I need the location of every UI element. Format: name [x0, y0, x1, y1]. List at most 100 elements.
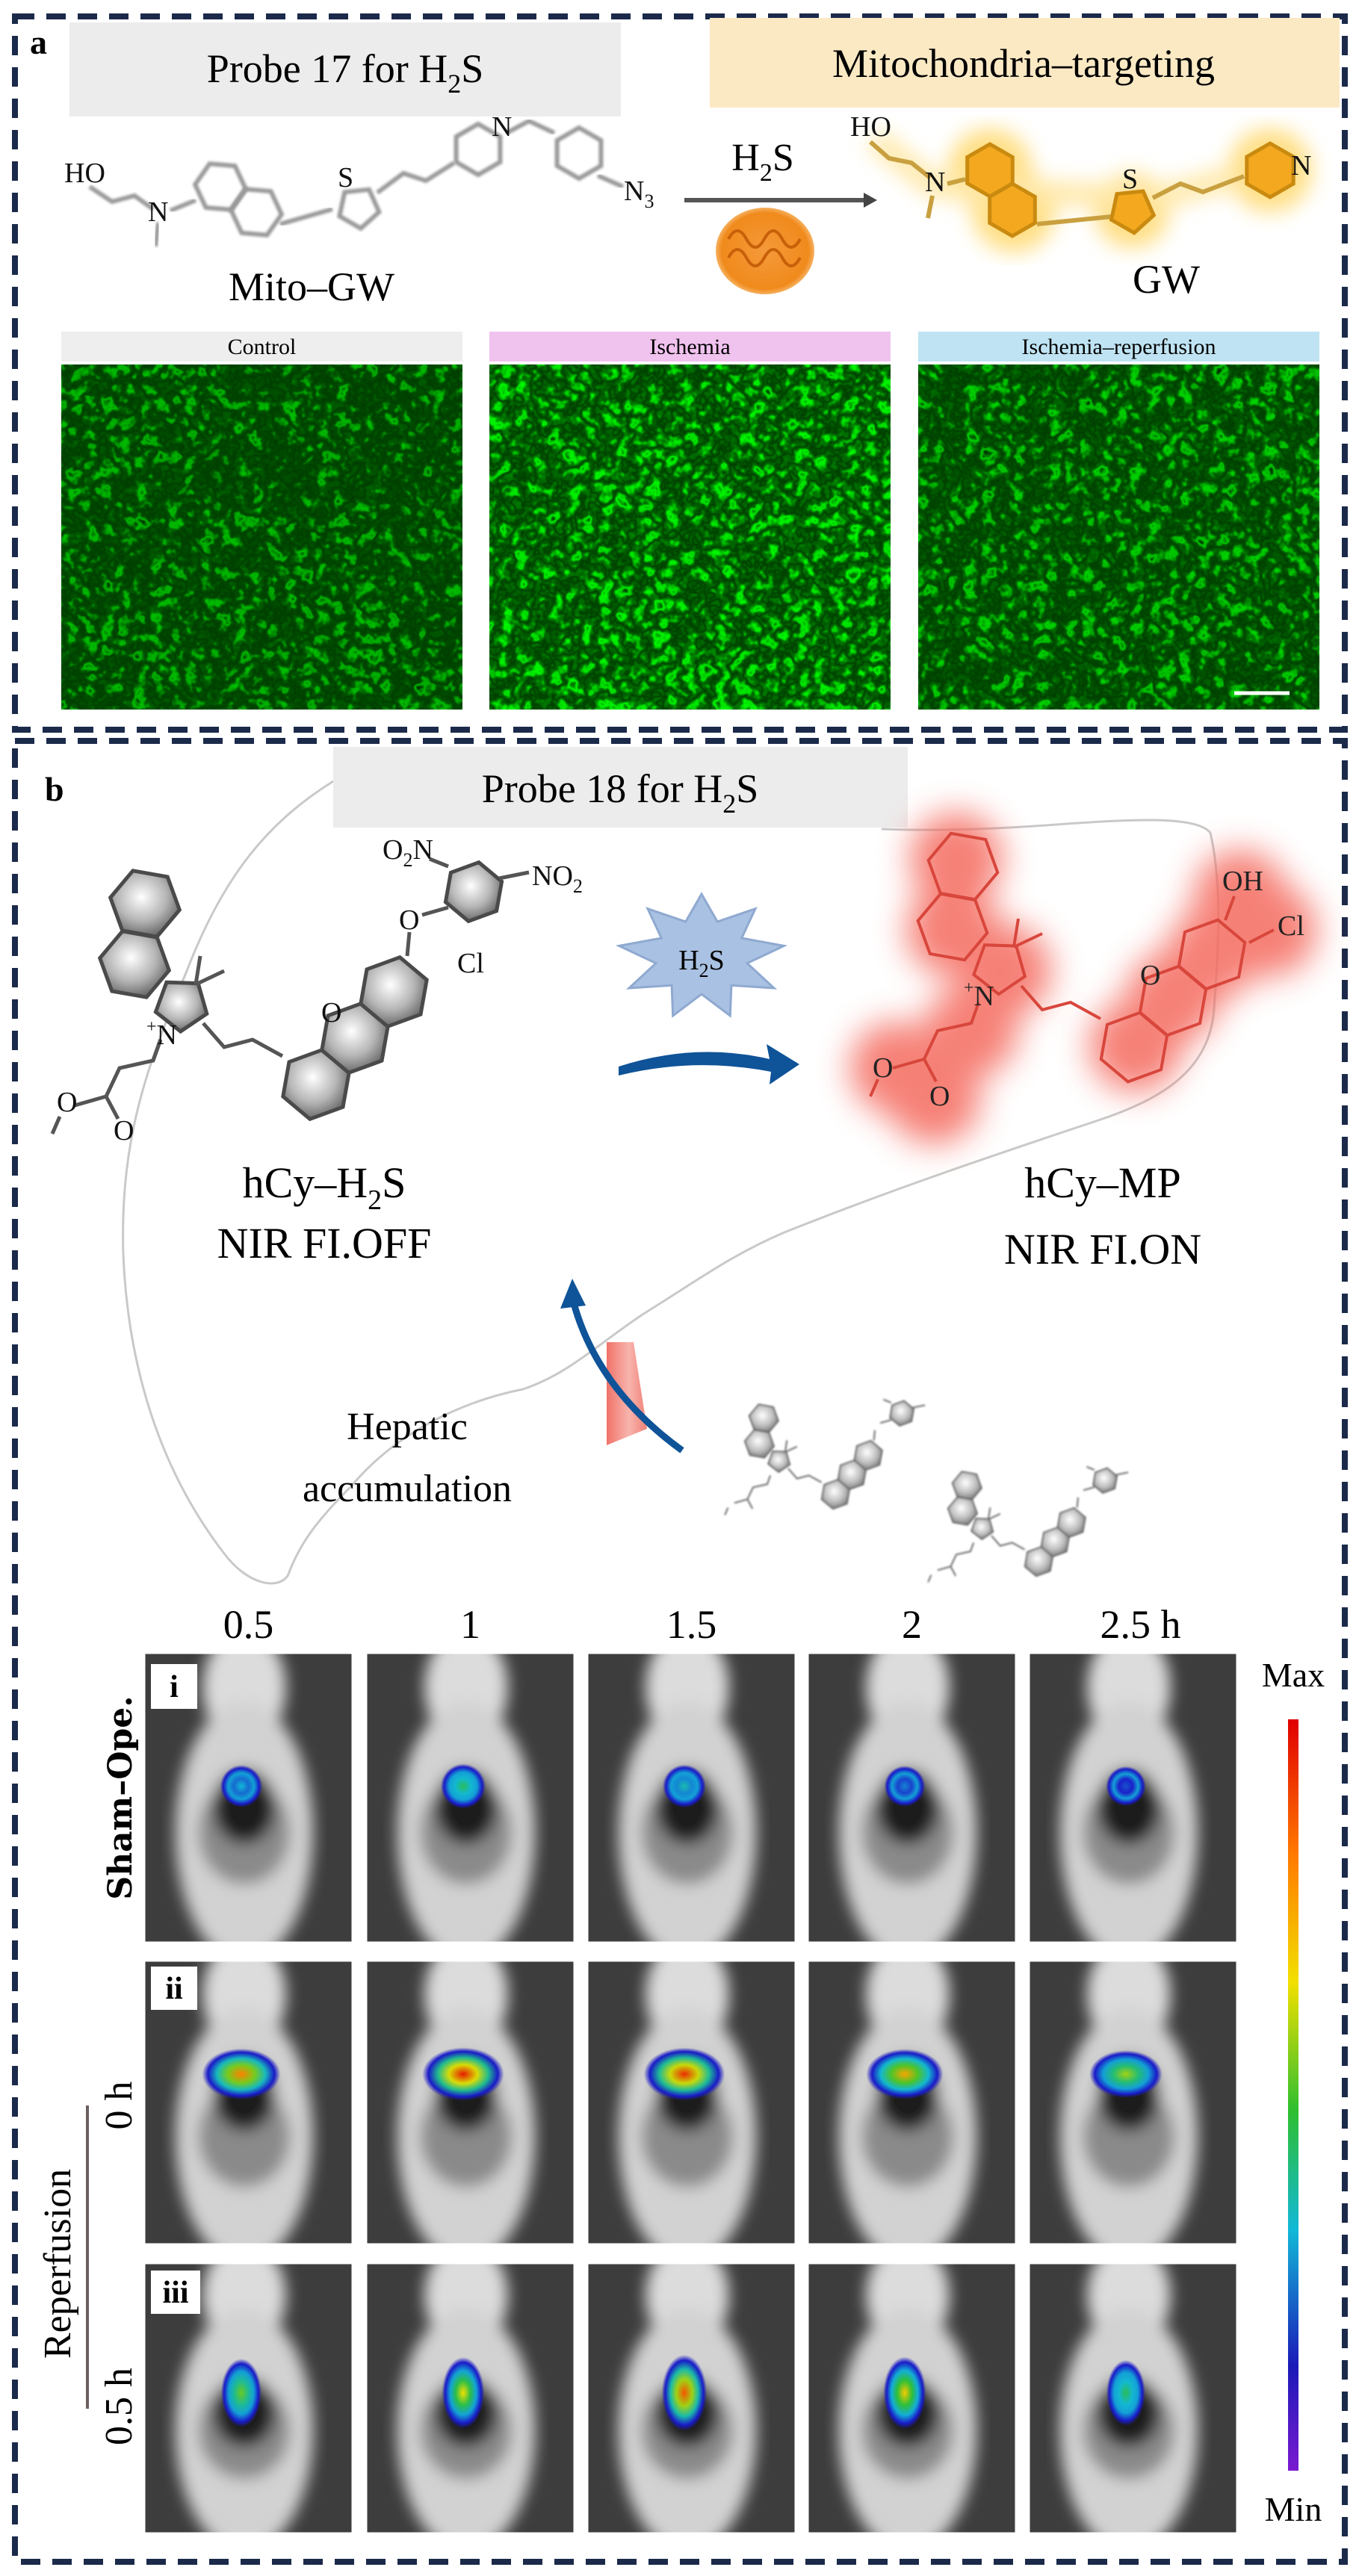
benzene-ring — [554, 125, 604, 181]
mouse-image — [1029, 1961, 1237, 2244]
atom-o-ether: O — [399, 904, 419, 936]
roman-label-box — [151, 1967, 197, 2010]
bond — [1013, 932, 1043, 949]
bond — [194, 955, 202, 985]
sham-operation-label: Sham–Ope. — [102, 1695, 140, 1899]
h2s-trigger-label: H2S — [678, 945, 725, 981]
reagent-h2s: H2S — [731, 137, 793, 187]
mouse-image — [1029, 1653, 1237, 1943]
indole-ring — [767, 1450, 791, 1474]
micrograph-3: Ischemia–reperfusion — [918, 332, 1319, 710]
bond — [784, 1445, 798, 1453]
bond — [950, 1542, 975, 1567]
fluorescence-signal — [661, 2354, 708, 2431]
probe-18-title-box — [333, 747, 908, 828]
atom-cl: Cl — [1278, 910, 1304, 942]
bond — [879, 1419, 892, 1424]
hcy-mp-atom-labels: +N O O O OH Cl — [873, 866, 1304, 1112]
micrograph-1: Control — [61, 332, 462, 710]
mitochondria-targeting-label: Mitochondria–targeting — [832, 41, 1215, 86]
intensity-colorbar — [1288, 1719, 1298, 2471]
benzo-ring — [743, 1429, 776, 1459]
mouse-image — [587, 1961, 796, 2244]
hcy-h2s-structure — [50, 857, 530, 1135]
row-label-iii: iii — [162, 2276, 188, 2310]
bond — [869, 140, 932, 180]
micrograph-label-bar — [61, 332, 462, 361]
bond — [988, 1512, 1001, 1521]
probe-17-title-box — [69, 22, 621, 117]
micrograph-label-bar — [489, 332, 891, 361]
hepatic-uptake-arrowhead — [560, 1279, 586, 1309]
hcy-h2s-status: NIR FI.OFF — [217, 1219, 432, 1267]
bond — [927, 1574, 932, 1583]
bond — [892, 1058, 925, 1070]
bond — [784, 1440, 788, 1453]
colorbar-max-label: Max — [1262, 1656, 1325, 1694]
thiophene-ring — [1109, 189, 1157, 235]
bond — [104, 1039, 163, 1098]
bond — [88, 184, 155, 211]
glow-blob — [1224, 884, 1316, 976]
atom-o-ester: O — [57, 1087, 77, 1118]
bond — [376, 161, 456, 195]
bond — [926, 195, 935, 219]
atom-o-xanthene: O — [321, 997, 341, 1028]
panel-label-b: b — [45, 770, 64, 808]
fluorescence-signal — [422, 2047, 504, 2101]
benzo-ring — [748, 1403, 779, 1433]
bond — [429, 857, 449, 869]
bond — [202, 1022, 284, 1058]
bond — [1151, 174, 1245, 200]
atom-o2n: O2N — [383, 834, 433, 871]
bond — [869, 1078, 879, 1097]
bond — [787, 1468, 823, 1483]
panel-a-dashed-border — [12, 13, 1348, 733]
bond — [498, 870, 530, 881]
gw-skeleton — [869, 140, 1295, 238]
atom-n-plus: +N — [964, 978, 994, 1012]
fluorescence-signal — [883, 2356, 926, 2430]
atom-n: N — [925, 167, 945, 198]
bond — [405, 931, 412, 957]
atom-azide: N3 — [624, 176, 654, 212]
glow-blob — [925, 984, 1018, 1077]
micrograph-label: Control — [228, 335, 297, 359]
nir-glow — [850, 813, 1316, 1144]
reperfusion-0-5h-label: 0.5 h — [98, 2368, 140, 2445]
bond — [153, 222, 161, 247]
micrograph-label-bar — [918, 332, 1319, 361]
bond — [947, 177, 966, 186]
bond — [169, 198, 197, 213]
bond — [950, 1565, 957, 1577]
bond — [421, 905, 449, 917]
fluorescence-signal — [202, 2048, 281, 2100]
roman-label-box — [151, 1664, 197, 1709]
fluorescence-signal — [220, 1765, 263, 1807]
bond — [1012, 918, 1020, 948]
bond — [987, 1507, 991, 1520]
panel-b-dashed-border — [12, 738, 1348, 2565]
benzo-ring — [951, 1471, 982, 1500]
probe-18-title: Probe 18 for H2S — [482, 766, 759, 819]
hepatic-label-line1: Hepatic — [347, 1406, 468, 1448]
naphthalene-ring — [228, 187, 285, 238]
bond — [873, 1430, 876, 1441]
bond — [734, 1498, 748, 1504]
dinitrophenyl-ring — [1092, 1467, 1118, 1495]
bond — [724, 1507, 729, 1515]
bond — [923, 1058, 938, 1082]
gw-structure: HO N S N — [850, 111, 1312, 252]
xanthene-ring — [1056, 1506, 1086, 1539]
in-vivo-imaging-grid — [144, 1653, 1237, 2533]
reaction-arrow-head — [864, 193, 877, 208]
fluorescence-image — [489, 364, 891, 710]
mito-gw-skeleton — [88, 118, 625, 247]
panel-a: a Probe 17 for H2S Mitochondria–targetin… — [12, 13, 1348, 733]
vessel-wall-band — [607, 1342, 647, 1445]
hcy-mp-status: NIR FI.ON — [1004, 1225, 1201, 1273]
bond — [1248, 928, 1275, 944]
hcy-mp-structure — [869, 831, 1275, 1097]
circulating-probe-molecules — [724, 1398, 1129, 1583]
